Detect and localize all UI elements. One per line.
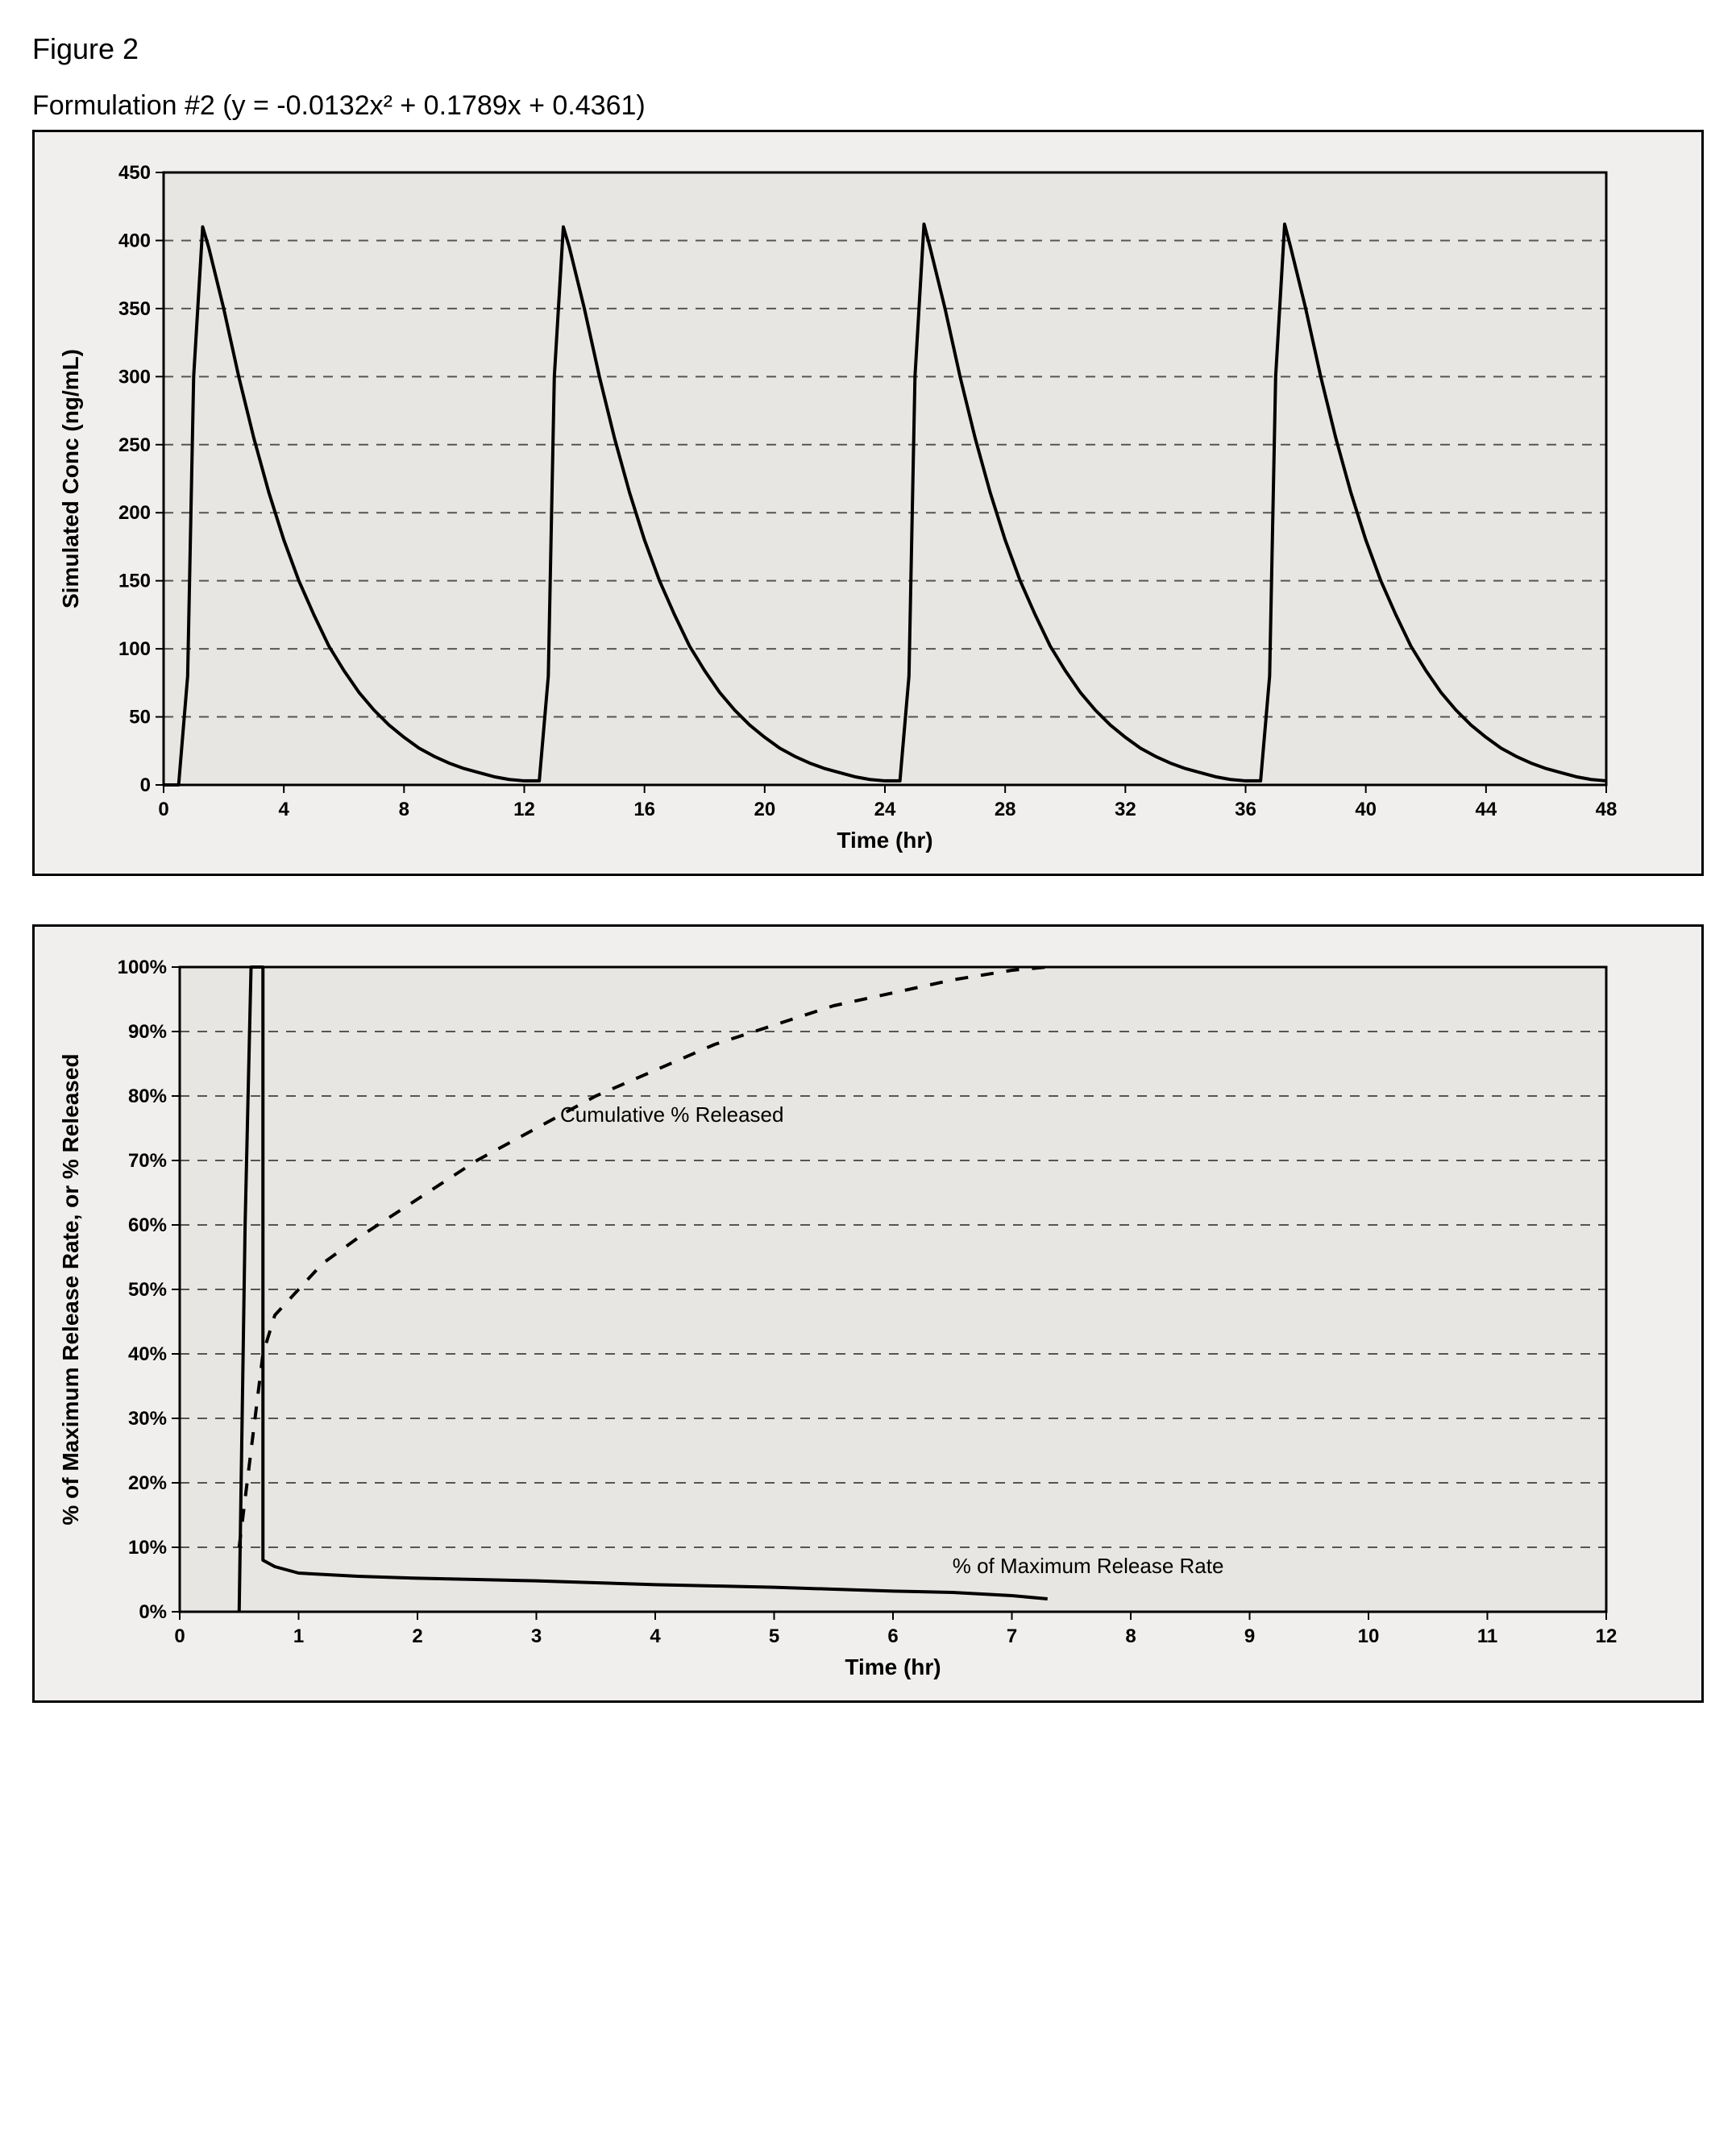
release-rate-chart: 01234567891011120%10%20%30%40%50%60%70%8… (51, 943, 1630, 1684)
svg-text:3: 3 (531, 1625, 542, 1647)
svg-text:350: 350 (118, 298, 151, 320)
svg-text:0: 0 (158, 799, 168, 820)
svg-text:44: 44 (1475, 799, 1497, 820)
svg-text:5: 5 (769, 1625, 779, 1647)
svg-text:32: 32 (1115, 799, 1136, 820)
svg-text:20: 20 (754, 799, 775, 820)
formulation-title: Formulation #2 (y = -0.0132x² + 0.1789x … (32, 90, 1704, 122)
chart2-frame: 01234567891011120%10%20%30%40%50%60%70%8… (32, 924, 1704, 1703)
svg-text:7: 7 (1007, 1625, 1017, 1647)
chart1-frame: 0481216202428323640444805010015020025030… (32, 130, 1704, 876)
svg-text:20%: 20% (128, 1472, 167, 1494)
svg-text:0: 0 (174, 1625, 185, 1647)
svg-text:8: 8 (399, 799, 409, 820)
conc-time-chart: 0481216202428323640444805010015020025030… (51, 148, 1630, 857)
svg-text:200: 200 (118, 502, 151, 524)
svg-text:80%: 80% (128, 1086, 167, 1107)
svg-text:70%: 70% (128, 1150, 167, 1172)
svg-text:8: 8 (1125, 1625, 1136, 1647)
svg-text:4: 4 (278, 799, 289, 820)
svg-text:50: 50 (129, 707, 151, 729)
svg-text:90%: 90% (128, 1021, 167, 1043)
svg-text:36: 36 (1235, 799, 1256, 820)
svg-text:150: 150 (118, 571, 151, 592)
svg-text:50%: 50% (128, 1279, 167, 1301)
svg-text:1: 1 (293, 1625, 304, 1647)
figure-label: Figure 2 (32, 32, 1704, 66)
svg-text:12: 12 (513, 799, 535, 820)
svg-text:11: 11 (1477, 1625, 1497, 1647)
svg-text:40%: 40% (128, 1343, 167, 1365)
svg-text:24: 24 (874, 799, 896, 820)
svg-text:400: 400 (118, 230, 151, 251)
svg-text:12: 12 (1596, 1625, 1618, 1647)
svg-text:100%: 100% (118, 957, 167, 978)
svg-text:Simulated Conc (ng/mL): Simulated Conc (ng/mL) (58, 349, 83, 608)
svg-text:40: 40 (1355, 799, 1377, 820)
svg-text:% of Maximum Release Rate: % of Maximum Release Rate (953, 1554, 1224, 1578)
svg-text:0%: 0% (139, 1601, 167, 1623)
svg-text:Time (hr): Time (hr) (837, 828, 932, 853)
svg-text:60%: 60% (128, 1214, 167, 1236)
svg-text:0: 0 (140, 774, 151, 796)
svg-text:16: 16 (633, 799, 655, 820)
svg-text:300: 300 (118, 366, 151, 388)
svg-text:28: 28 (995, 799, 1016, 820)
svg-text:% of Maximum Release Rate, or: % of Maximum Release Rate, or % Released (58, 1053, 83, 1525)
svg-text:2: 2 (412, 1625, 422, 1647)
svg-text:30%: 30% (128, 1408, 167, 1430)
svg-text:6: 6 (887, 1625, 898, 1647)
svg-text:450: 450 (118, 162, 151, 184)
svg-text:4: 4 (650, 1625, 661, 1647)
svg-text:10%: 10% (128, 1537, 167, 1559)
svg-text:Cumulative % Released: Cumulative % Released (560, 1102, 783, 1127)
svg-text:9: 9 (1244, 1625, 1255, 1647)
svg-text:Time (hr): Time (hr) (845, 1654, 941, 1679)
svg-text:48: 48 (1596, 799, 1618, 820)
svg-text:10: 10 (1358, 1625, 1380, 1647)
svg-text:250: 250 (118, 434, 151, 456)
svg-text:100: 100 (118, 638, 151, 660)
